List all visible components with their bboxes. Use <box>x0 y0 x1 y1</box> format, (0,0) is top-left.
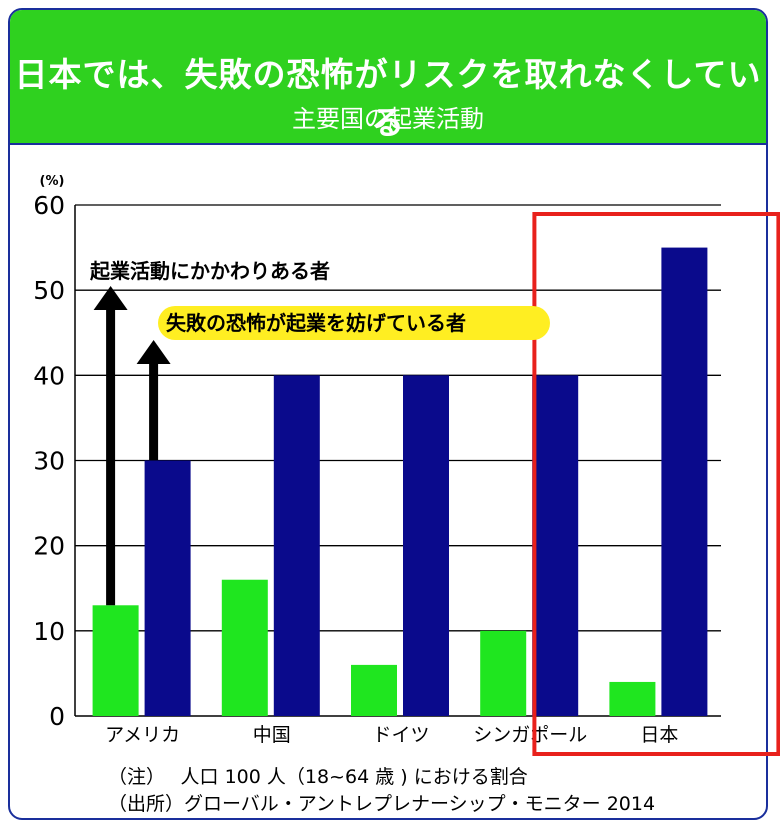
y-tick-label: 60 <box>33 191 65 220</box>
y-tick-label: 0 <box>49 702 65 731</box>
chart-title: 日本では、失敗の恐怖がリスクを取れなくしている <box>14 55 762 142</box>
y-tick-label: 10 <box>33 617 65 646</box>
chart-subtitle: 主要国の起業活動 <box>292 105 484 133</box>
arrow-fear-head <box>136 340 171 364</box>
y-tick-label: 30 <box>33 447 65 476</box>
bar-fear-2 <box>351 664 397 716</box>
bar-active-1 <box>273 375 320 716</box>
x-tick-label: 中国 <box>253 724 291 746</box>
annotation-active: 起業活動にかかわりある者 <box>89 259 330 283</box>
source-note: （出所）グローバル・アントレプレナーシップ・モニター 2014 <box>108 793 656 815</box>
annotation-fear: 失敗の恐怖が起業を妨げている者 <box>166 311 466 335</box>
bar-active-3 <box>532 375 579 716</box>
annotation-fear-bg <box>158 306 550 340</box>
bar-fear-1 <box>221 579 268 716</box>
y-tick-label: 40 <box>33 361 65 390</box>
x-tick-label: アメリカ <box>105 724 180 746</box>
x-tick-label: シンガポール <box>473 724 587 746</box>
header-banner: 日本では、失敗の恐怖がリスクを取れなくしている 主要国の起業活動 <box>10 10 766 145</box>
y-tick-label: 20 <box>33 532 65 561</box>
arrow-active-head <box>93 286 128 310</box>
highlight-box <box>532 212 780 756</box>
bar-active-2 <box>403 375 449 716</box>
bar-fear-0 <box>92 605 139 716</box>
bar-active-4 <box>661 247 708 717</box>
bar-fear-4 <box>609 681 656 716</box>
bar-fear-3 <box>480 630 527 716</box>
x-tick-label: 日本 <box>640 724 678 746</box>
y-tick-label: 50 <box>33 276 65 305</box>
y-unit-label: (%) <box>40 174 65 189</box>
footnote: （注） 人口 100 人（18~64 歳 ) における割合 <box>108 766 528 788</box>
x-tick-label: ドイツ <box>372 724 429 746</box>
bar-active-0 <box>144 460 191 716</box>
